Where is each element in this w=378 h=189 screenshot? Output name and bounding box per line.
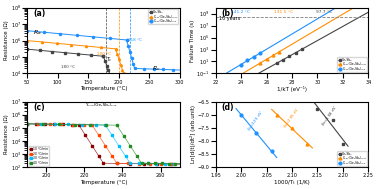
- X-axis label: Temperature (°C): Temperature (°C): [80, 180, 127, 185]
- Text: 218 °C: 218 °C: [128, 38, 142, 42]
- Text: $R_c$: $R_c$: [152, 64, 161, 73]
- Text: $R_a$: $R_a$: [33, 28, 42, 37]
- Text: 141.2 °C: 141.2 °C: [231, 10, 250, 14]
- Text: (a): (a): [33, 9, 45, 18]
- Text: (c): (c): [33, 103, 45, 112]
- Legend: 10 °C/min, 20 °C/min, 30 °C/min, 40 °C/min: 10 °C/min, 20 °C/min, 30 °C/min, 40 °C/m…: [28, 146, 50, 166]
- Legend: Ge₁Sb₉, Y₀.₀₁(Ge₁Sb₉)₀.₉₇, Y₀.₀₂(Ge₁Sb₉)₀.ₗ₆: Ge₁Sb₉, Y₀.₀₁(Ge₁Sb₉)₀.₉₇, Y₀.₀₂(Ge₁Sb₉)…: [149, 9, 178, 24]
- X-axis label: Temperature (°C): Temperature (°C): [80, 86, 127, 91]
- Text: 131.5 °C: 131.5 °C: [274, 10, 293, 14]
- Legend: Ge₁Sb₉, Y₀.₀₁(Ge₁Sb₉)₀.₉₇, Y₀.₀₂(Ge₁Sb₉)₀.ₗ₆: Ge₁Sb₉, Y₀.₀₁(Ge₁Sb₉)₀.₉₇, Y₀.₀₂(Ge₁Sb₉)…: [337, 57, 367, 72]
- Text: 97.7 °C: 97.7 °C: [316, 10, 333, 14]
- Y-axis label: Failure Time (s): Failure Time (s): [190, 19, 195, 62]
- Text: $T_c$: $T_c$: [106, 55, 113, 64]
- Text: $E_a$=1.68 eV: $E_a$=1.68 eV: [320, 104, 340, 128]
- Text: $E_a$=3.26 eV: $E_a$=3.26 eV: [246, 109, 266, 133]
- Text: Y₀.₀₂(Ge₁Sb₉)₀.ₗ₆: Y₀.₀₂(Ge₁Sb₉)₀.ₗ₆: [85, 103, 116, 107]
- Text: 200 °C: 200 °C: [97, 52, 112, 56]
- X-axis label: 1000/Tₜ (1/K): 1000/Tₜ (1/K): [274, 180, 310, 185]
- Y-axis label: Resistance (Ω): Resistance (Ω): [4, 115, 9, 154]
- Y-axis label: Ln[d(t)/dt²] (arb.unit): Ln[d(t)/dt²] (arb.unit): [190, 105, 196, 163]
- Text: 10 years: 10 years: [219, 15, 240, 21]
- Text: 180 °C: 180 °C: [60, 65, 74, 69]
- Text: $E_a$=2.85 eV: $E_a$=2.85 eV: [282, 106, 302, 130]
- Y-axis label: Resistance (Ω): Resistance (Ω): [4, 21, 9, 60]
- X-axis label: 1/kT (eV⁻¹): 1/kT (eV⁻¹): [277, 86, 307, 92]
- Text: (d): (d): [222, 103, 234, 112]
- Legend: Ge₁Sb₉, Y₀.₀₁(Ge₁Sb₉)₀.₉₇, Y₀.₀₂(Ge₁Sb₉)₀.ₗ₆: Ge₁Sb₉, Y₀.₀₁(Ge₁Sb₉)₀.₉₇, Y₀.₀₂(Ge₁Sb₉)…: [337, 151, 367, 166]
- Text: (b): (b): [222, 9, 234, 18]
